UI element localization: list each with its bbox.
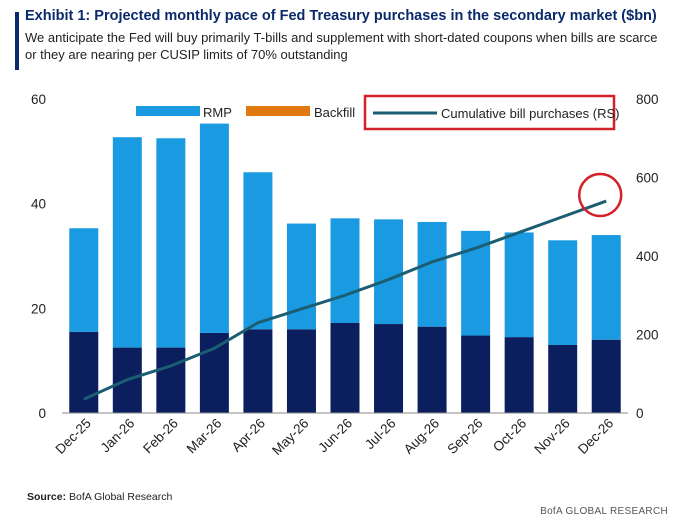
bar-rmp-Dec-25 [69, 228, 99, 332]
title-accent-bar [15, 12, 19, 70]
bar-rmp-Feb-26 [156, 138, 186, 348]
y2-tick-label: 0 [636, 406, 644, 421]
y-tick-label: 60 [31, 92, 46, 107]
source-text: BofA Global Research [69, 491, 173, 503]
bar-base-Sep-26 [461, 335, 491, 413]
legend-label-rmp: RMP [203, 105, 232, 120]
bar-rmp-Aug-26 [417, 221, 447, 327]
bar-rmp-Nov-26 [548, 240, 578, 345]
legend-swatch-backfill [246, 106, 310, 116]
x-tick-label: Jan-26 [98, 416, 138, 456]
legend-swatch-rmp [136, 106, 200, 116]
chart-title: Exhibit 1: Projected monthly pace of Fed… [25, 8, 657, 24]
x-tick-label: Nov-26 [531, 416, 572, 457]
chart-subtitle: We anticipate the Fed will buy primarily… [25, 30, 658, 62]
cumulative-bill-purchases-line [83, 199, 607, 401]
y2-tick-label: 600 [636, 171, 659, 186]
y-tick-label: 0 [38, 406, 46, 421]
x-tick-label: Jul-26 [362, 416, 399, 453]
y2-tick-label: 400 [636, 249, 659, 264]
x-tick-label: Apr-26 [229, 416, 268, 455]
highlight-circle [577, 172, 623, 218]
bar-rmp-Jan-26 [112, 137, 142, 348]
bar-base-Dec-26 [591, 339, 621, 413]
x-tick-label: Mar-26 [184, 416, 225, 457]
bar-base-Mar-26 [199, 332, 229, 413]
bar-rmp-Jun-26 [330, 218, 360, 323]
y-tick-label: 20 [31, 301, 46, 316]
y-tick-label: 40 [31, 197, 46, 212]
y2-tick-label: 200 [636, 328, 659, 343]
source-label: Source: [27, 491, 67, 503]
legend-label-cumulative: Cumulative bill purchases (RS) [441, 106, 619, 121]
source-note: Source: BofA Global Research [27, 491, 172, 503]
bar-base-Jun-26 [330, 322, 360, 413]
bar-rmp-Jul-26 [374, 219, 404, 325]
x-tick-label: May-26 [269, 416, 311, 458]
brand-footer: BofA GLOBAL RESEARCH [540, 506, 668, 517]
x-tick-label: Dec-26 [575, 416, 616, 457]
legend-label-backfill: Backfill [314, 105, 355, 120]
bar-rmp-Apr-26 [243, 172, 273, 330]
x-tick-label: Sep-26 [444, 416, 485, 457]
bar-rmp-Oct-26 [504, 232, 534, 338]
bar-rmp-Dec-26 [591, 235, 621, 340]
bar-base-Jul-26 [374, 324, 404, 413]
bar-rmp-Mar-26 [199, 123, 229, 333]
bar-base-Oct-26 [504, 337, 534, 413]
bar-base-Aug-26 [417, 326, 447, 413]
x-tick-label: Oct-26 [490, 416, 529, 455]
legend-highlight-box [363, 94, 616, 131]
y2-tick-label: 800 [636, 92, 659, 107]
bar-base-Nov-26 [548, 344, 578, 413]
bar-base-May-26 [286, 329, 316, 413]
x-tick-label: Feb-26 [140, 416, 181, 457]
x-tick-label: Aug-26 [401, 416, 442, 457]
bar-base-Dec-25 [69, 331, 99, 413]
bar-base-Feb-26 [156, 347, 186, 413]
x-tick-label: Dec-25 [53, 416, 94, 457]
x-tick-label: Jun-26 [315, 416, 355, 456]
bar-base-Apr-26 [243, 329, 273, 413]
